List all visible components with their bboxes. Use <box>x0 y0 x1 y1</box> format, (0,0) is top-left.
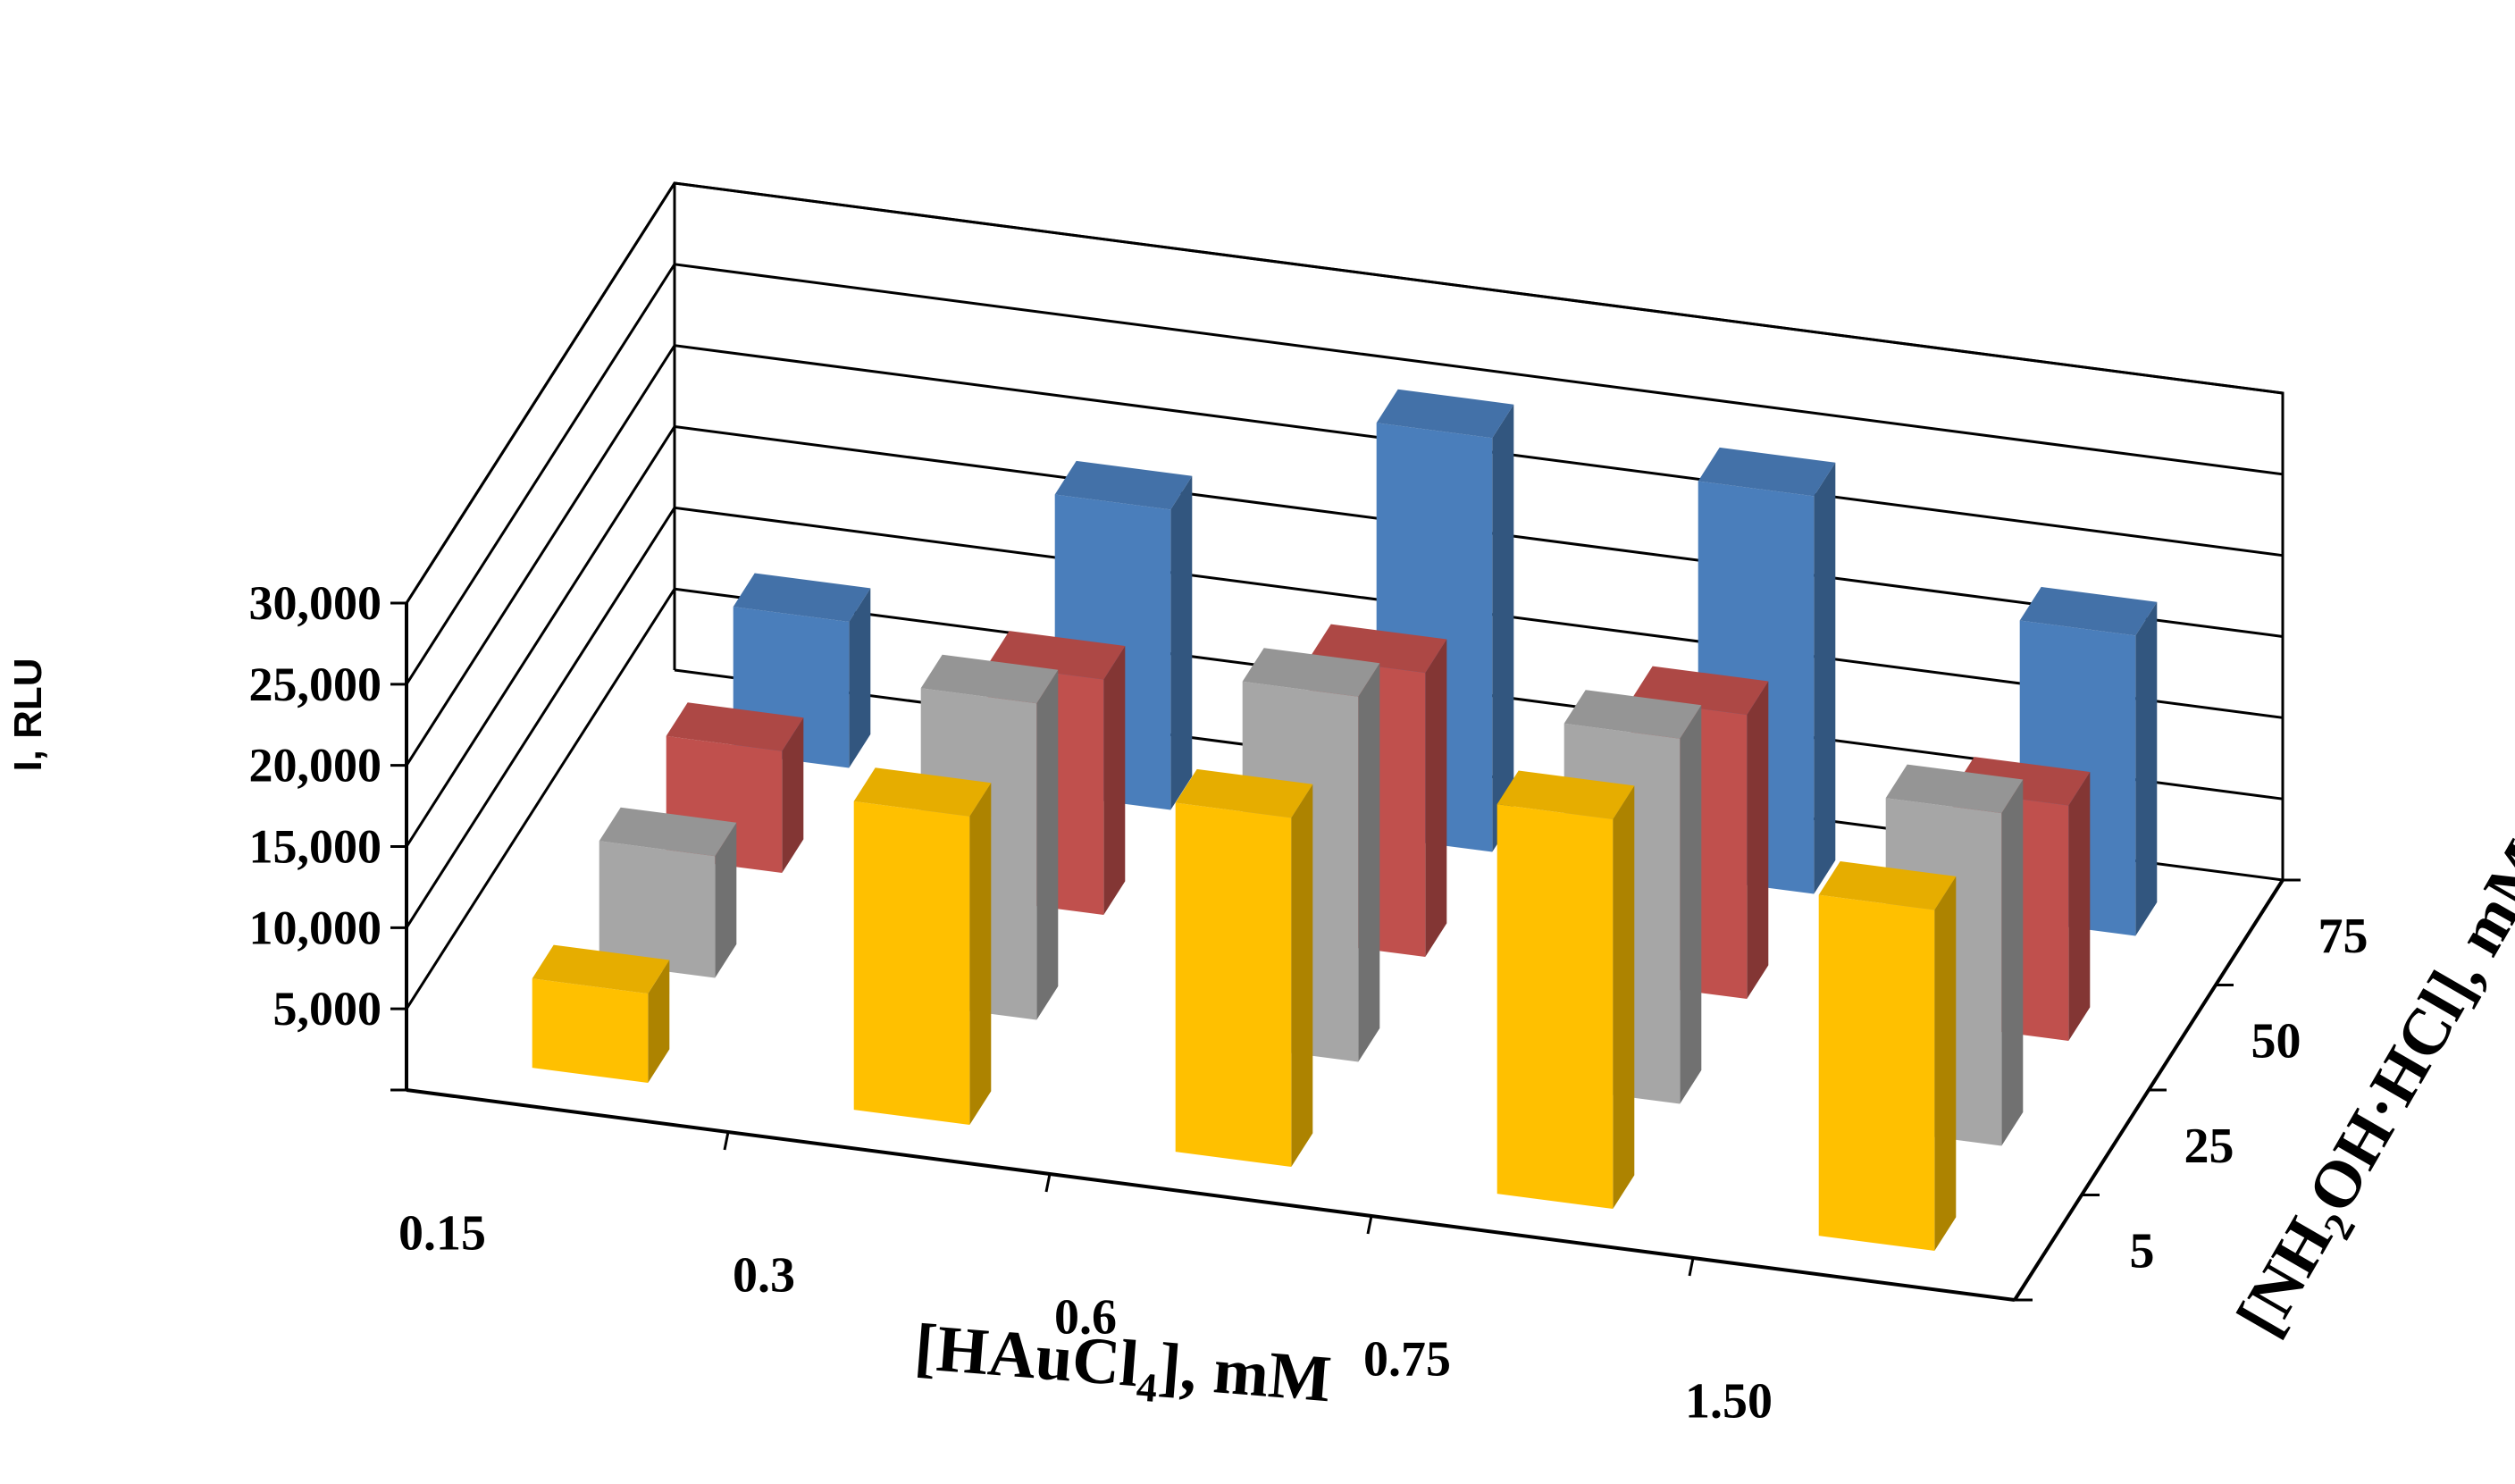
bar-side <box>1170 475 1193 810</box>
bar-side <box>1680 705 1702 1104</box>
y-tick-label: 15,000 <box>249 820 382 874</box>
x-tick <box>1688 1257 1695 1277</box>
y-tick-label: 30,000 <box>249 576 382 630</box>
y-tick-label: 5,000 <box>273 982 382 1035</box>
bar-25-0.15 <box>599 807 737 978</box>
x-tick-label: 1.50 <box>1685 1374 1773 1430</box>
bar-top <box>1054 460 1193 510</box>
bar-side <box>1103 646 1126 915</box>
bar-5-0.6 <box>1175 768 1313 1167</box>
bar-5-0.15 <box>532 944 670 1083</box>
bar-top <box>1563 690 1702 739</box>
bar-top <box>1698 447 1836 497</box>
bar-top <box>1242 648 1380 697</box>
bar-side <box>1814 462 1836 894</box>
bar-top <box>1496 770 1635 819</box>
bar-front <box>532 978 649 1083</box>
bar-side <box>2135 601 2158 936</box>
x-tick <box>1044 1173 1052 1193</box>
bar-top <box>532 944 670 994</box>
bar-front <box>599 841 716 978</box>
bar-top <box>599 807 737 857</box>
x-tick-label: 0.15 <box>398 1206 486 1262</box>
bar-side <box>782 717 804 873</box>
bar-side <box>1492 404 1514 852</box>
x-tick-label: 0.6 <box>1054 1290 1117 1346</box>
bar-front <box>1175 802 1292 1167</box>
bars-layer <box>532 389 2158 1251</box>
y-tick-label: 20,000 <box>249 739 382 792</box>
z-tick-label: 75 <box>2318 909 2368 964</box>
bar-top <box>666 702 804 751</box>
bar-side <box>2068 772 2091 1041</box>
bar-top <box>920 654 1059 704</box>
bar-side <box>1747 681 1769 999</box>
bar-top <box>1818 861 1957 910</box>
x-axis-line <box>406 1088 2016 1302</box>
bar-front <box>1496 804 1614 1209</box>
z-tick-label: 5 <box>2130 1223 2155 1279</box>
x-tick-label: 0.75 <box>1363 1332 1451 1388</box>
y-tick-label: 25,000 <box>249 658 382 711</box>
bar-top <box>1376 389 1514 439</box>
grid-layer <box>390 181 2301 1302</box>
bar-side <box>715 822 737 978</box>
bar-50-0.15 <box>666 702 804 873</box>
y-tick-label: 10,000 <box>249 901 382 954</box>
bar-side <box>1934 876 1957 1251</box>
x-tick <box>723 1131 730 1151</box>
bar-side <box>1036 669 1059 1020</box>
bar-side <box>1425 639 1447 957</box>
bar-top <box>853 767 992 817</box>
bar-5-0.75 <box>1496 770 1635 1209</box>
z-tick-label: 25 <box>2184 1119 2234 1174</box>
bar-side <box>1358 663 1380 1062</box>
bar-front <box>853 801 970 1125</box>
bar-side <box>1291 784 1313 1167</box>
z-tick-label: 50 <box>2251 1013 2301 1069</box>
y-axis-label: I, RLU <box>6 658 50 771</box>
bar-5-1.50 <box>1818 861 1957 1251</box>
bar-side <box>648 960 670 1083</box>
x-tick <box>1366 1215 1373 1235</box>
bar-top <box>1175 768 1313 818</box>
bar-front <box>1818 894 1935 1251</box>
bar-top <box>1885 764 2024 814</box>
bar-side <box>849 588 871 768</box>
bar-5-0.3 <box>853 767 992 1125</box>
bar-side <box>1613 785 1635 1209</box>
gridline <box>405 181 2284 604</box>
gridline <box>405 263 2284 685</box>
bar-side <box>969 783 992 1125</box>
x-tick-label: 0.3 <box>733 1248 795 1304</box>
bar-side <box>2001 779 2024 1146</box>
bar-top <box>2019 586 2158 636</box>
x-axis-label: [HAuCl4], mM <box>911 1311 1334 1424</box>
bar-top <box>733 573 871 622</box>
